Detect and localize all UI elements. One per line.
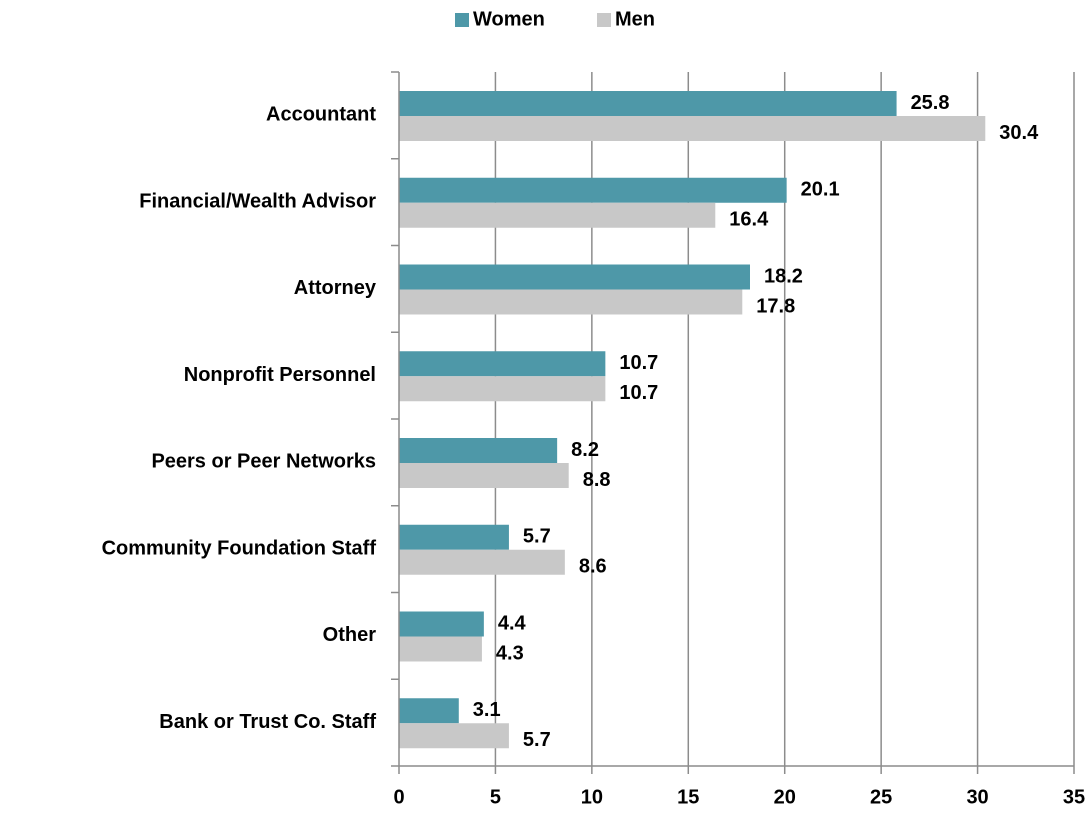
- bar: [399, 463, 569, 488]
- x-tick-label: 15: [677, 786, 699, 808]
- x-tick-label: 25: [870, 786, 892, 808]
- legend-swatch: [597, 13, 611, 27]
- category-label: Other: [323, 624, 377, 646]
- x-tick-label: 5: [490, 786, 501, 808]
- bar: [399, 376, 606, 402]
- category-label: Attorney: [294, 277, 377, 299]
- category-label: Financial/Wealth Advisor: [139, 190, 376, 212]
- x-tick-label: 35: [1063, 786, 1085, 808]
- bar: [399, 698, 459, 724]
- category-label: Accountant: [266, 104, 376, 126]
- data-label: 18.2: [764, 265, 803, 287]
- category-label: Nonprofit Personnel: [184, 364, 376, 386]
- data-label: 10.7: [619, 382, 658, 404]
- data-label: 16.4: [729, 209, 769, 231]
- data-label: 5.7: [523, 729, 551, 751]
- data-label: 20.1: [801, 179, 840, 201]
- bar: [399, 177, 787, 203]
- x-tick-label: 0: [393, 786, 404, 808]
- category-label: Peers or Peer Networks: [151, 451, 376, 473]
- legend-swatch: [455, 13, 469, 27]
- data-label: 8.8: [583, 469, 611, 491]
- data-label: 4.3: [496, 642, 524, 664]
- bar: [399, 549, 565, 575]
- data-label: 4.4: [498, 612, 527, 634]
- bar: [399, 524, 509, 550]
- data-label: 10.7: [619, 352, 658, 374]
- category-label: Community Foundation Staff: [102, 537, 377, 559]
- bar: [399, 723, 509, 749]
- x-tick-label: 20: [774, 786, 796, 808]
- bar: [399, 91, 897, 116]
- data-label: 8.2: [571, 439, 599, 461]
- bar: [399, 116, 986, 141]
- data-label: 25.8: [911, 92, 950, 114]
- legend-label: Men: [615, 8, 655, 30]
- bar: [399, 264, 750, 290]
- bar: [399, 438, 558, 463]
- bar: [399, 202, 716, 228]
- legend-label: Women: [473, 8, 545, 30]
- x-tick-label: 30: [966, 786, 988, 808]
- data-label: 3.1: [473, 699, 501, 721]
- data-label: 17.8: [756, 295, 795, 317]
- bar: [399, 351, 606, 377]
- data-label: 8.6: [579, 556, 607, 578]
- bar: [399, 289, 743, 315]
- x-tick-label: 10: [581, 786, 603, 808]
- bar: [399, 611, 484, 637]
- data-label: 30.4: [999, 122, 1039, 144]
- category-label: Bank or Trust Co. Staff: [159, 711, 376, 733]
- data-label: 5.7: [523, 526, 551, 548]
- bar: [399, 636, 482, 662]
